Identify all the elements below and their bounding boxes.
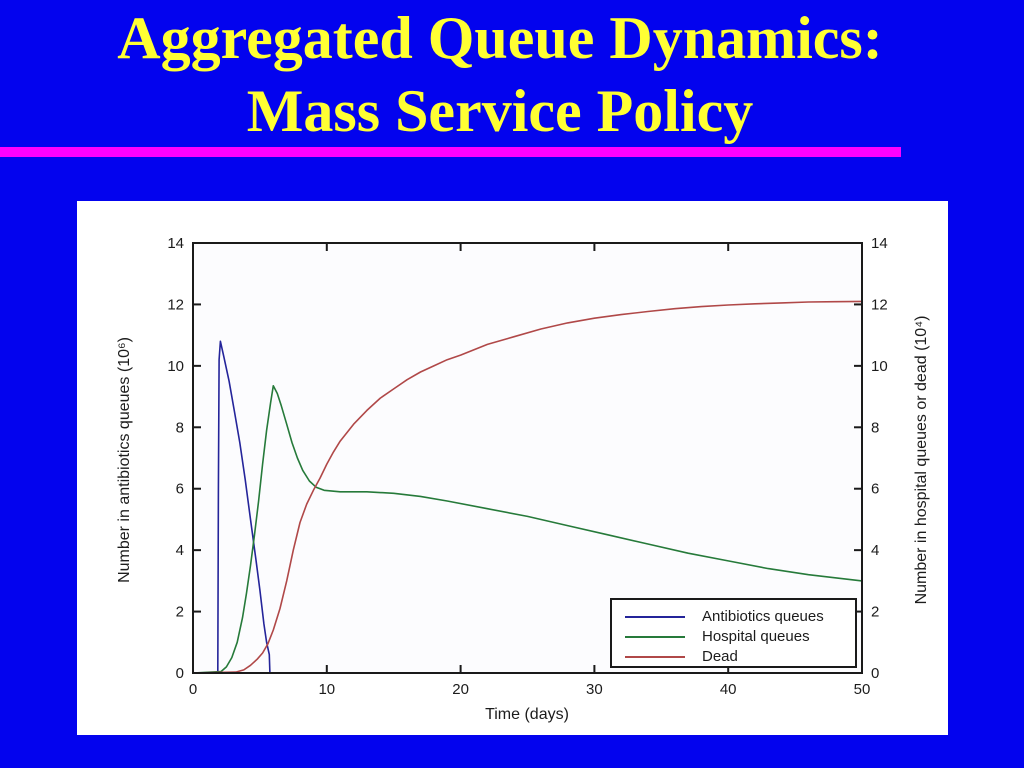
- y-tick-label-right: 12: [871, 296, 888, 313]
- slide-title: Aggregated Queue Dynamics: Mass Service …: [0, 2, 1000, 147]
- y-tick-label-right: 0: [871, 665, 879, 682]
- legend-item-hospital: Hospital queues: [625, 627, 855, 647]
- y-tick-label-left: 6: [176, 481, 184, 498]
- y-tick-label-left: 14: [167, 235, 184, 252]
- y-tick-label-left: 10: [167, 358, 184, 375]
- legend-item-dead: Dead: [625, 647, 855, 667]
- x-tick-label: 40: [720, 681, 737, 698]
- y-tick-label-right: 6: [871, 481, 879, 498]
- chart-panel: 0 10 20 30 40 50 0 2 4 6 8 10 12 14 0 2 4 6 8 10 12 14 Number…: [77, 201, 948, 735]
- legend-label-hospital: Hospital queues: [702, 628, 810, 645]
- chart-legend: Antibiotics queues Hospital queues Dead: [610, 598, 857, 668]
- x-tick-label: 20: [452, 681, 469, 698]
- y-tick-label-right: 10: [871, 358, 888, 375]
- y-tick-label-right: 4: [871, 542, 879, 559]
- legend-line-hospital-icon: [625, 636, 685, 638]
- left-y-axis-label: Number in antibiotics queues (10⁶): [116, 337, 133, 583]
- y-tick-label-left: 12: [167, 296, 184, 313]
- slide-title-line1: Aggregated Queue Dynamics:: [117, 5, 883, 71]
- slide-title-line2: Mass Service Policy: [246, 77, 754, 144]
- legend-label-dead: Dead: [702, 648, 738, 665]
- legend-line-dead-icon: [625, 656, 685, 658]
- x-tick-label: 10: [318, 681, 335, 698]
- x-tick-label: 0: [189, 681, 197, 698]
- y-tick-label-right: 14: [871, 235, 888, 252]
- plot-frame: [192, 242, 863, 674]
- y-tick-label-left: 0: [176, 665, 184, 682]
- legend-item-antibiotics: Antibiotics queues: [625, 607, 855, 627]
- title-underline: [0, 147, 901, 157]
- y-tick-label-left: 4: [176, 542, 184, 559]
- y-tick-label-right: 2: [871, 604, 879, 621]
- x-tick-label: 30: [586, 681, 603, 698]
- curve-dead: [192, 300, 863, 674]
- y-tick-label-right: 8: [871, 419, 879, 436]
- legend-label-antibiotics: Antibiotics queues: [702, 608, 824, 625]
- legend-line-antibiotics-icon: [625, 616, 685, 618]
- right-y-axis-label: Number in hospital queues or dead (10⁴): [913, 315, 930, 605]
- y-tick-label-left: 8: [176, 419, 184, 436]
- curve-hospital-queues: [192, 385, 863, 674]
- x-tick-label: 50: [854, 681, 871, 698]
- y-tick-label-left: 2: [176, 604, 184, 621]
- x-axis-label: Time (days): [485, 706, 569, 723]
